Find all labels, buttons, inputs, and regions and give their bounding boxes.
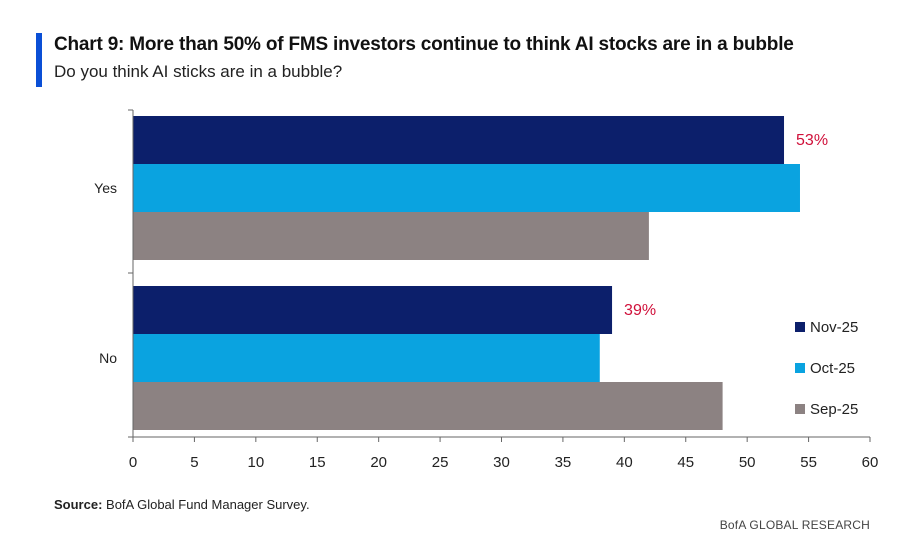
legend-label-nov-25: Nov-25 [810, 319, 858, 336]
legend-swatch-nov-25 [795, 322, 805, 332]
chart-subtitle: Do you think AI sticks are in a bubble? [54, 62, 343, 81]
x-tick-label: 45 [677, 454, 694, 471]
bar-no-oct-25 [133, 334, 600, 382]
source-note: Source: BofA Global Fund Manager Survey. [54, 497, 310, 512]
bar-chart: Yes No 53% 39% 0 5 10 15 20 25 30 35 40 45 50 55 60 Nov-2… [94, 109, 879, 471]
x-tick-label: 40 [616, 454, 633, 471]
legend-swatch-oct-25 [795, 363, 805, 373]
source-text: BofA Global Fund Manager Survey. [102, 497, 310, 512]
x-tick-label: 55 [800, 454, 817, 471]
x-tick-label: 15 [309, 454, 326, 471]
legend-swatch-sep-25 [795, 404, 805, 414]
data-label: 39% [624, 302, 656, 319]
brand-footer: BofA GLOBAL RESEARCH [719, 518, 870, 532]
category-label: Yes [94, 180, 117, 196]
x-tick-label: 10 [247, 454, 264, 471]
x-tick-label: 30 [493, 454, 510, 471]
legend-label-oct-25: Oct-25 [810, 360, 855, 377]
bar-yes-sep-25 [133, 212, 649, 260]
data-label: 53% [796, 132, 828, 149]
x-tick-label: 60 [862, 454, 879, 471]
bar-no-nov-25 [133, 286, 613, 334]
x-tick-label: 50 [739, 454, 756, 471]
chart-title: Chart 9: More than 50% of FMS investors … [54, 34, 794, 55]
legend-label-sep-25: Sep-25 [810, 401, 858, 418]
source-label: Source: [54, 497, 103, 512]
title-accent-bar [36, 33, 42, 87]
x-tick-label: 20 [370, 454, 387, 471]
x-tick-label: 35 [555, 454, 572, 471]
x-tick-label: 0 [129, 454, 137, 471]
x-tick-label: 25 [432, 454, 449, 471]
x-tick-label: 5 [190, 454, 198, 471]
category-label: No [99, 350, 117, 366]
bar-yes-nov-25 [133, 116, 785, 164]
bar-yes-oct-25 [133, 164, 800, 212]
bar-no-sep-25 [133, 382, 723, 430]
